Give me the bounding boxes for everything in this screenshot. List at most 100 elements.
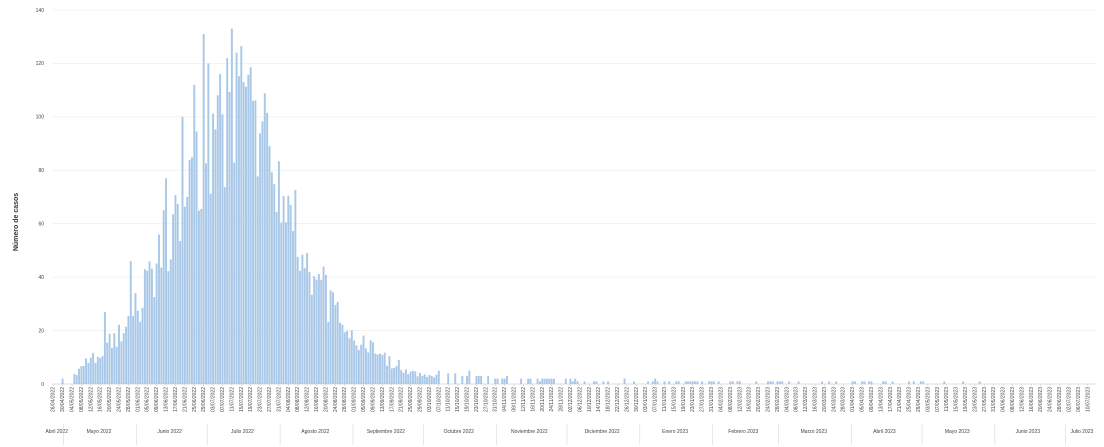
x-tick-label: 22/12/2022: [615, 387, 621, 412]
x-tick-label: 11/07/2022: [229, 387, 235, 412]
x-tick-label: 16/05/2022: [98, 387, 104, 412]
bar: [165, 178, 167, 384]
x-tick-label: 26/04/2022: [51, 387, 57, 412]
bar: [882, 381, 884, 384]
y-tick-label: 80: [38, 168, 44, 174]
x-tick-label: 20/03/2023: [822, 387, 828, 412]
bar: [127, 316, 129, 384]
x-tick-label: 04/08/2022: [286, 387, 292, 412]
bar: [339, 323, 341, 384]
x-tick-label: 05/04/2023: [860, 387, 866, 412]
bar: [377, 355, 379, 384]
x-axis-date-labels: 26/04/2022 30/04/2022 04/05/2022 08/05/2022…: [51, 384, 1092, 412]
bar: [767, 381, 769, 384]
x-tick-label: 19/10/2022: [465, 387, 471, 412]
bar: [468, 371, 470, 384]
x-tick-label: 27/10/2022: [483, 387, 489, 412]
x-tick-label: 13/04/2023: [878, 387, 884, 412]
y-tick-label: 40: [38, 275, 44, 281]
bar: [76, 375, 78, 384]
bar: [104, 312, 106, 384]
x-tick-label: 10/07/2023: [1085, 387, 1091, 412]
y-tick-label: 140: [36, 8, 45, 14]
bar: [316, 280, 318, 384]
bar: [266, 113, 268, 384]
bar: [236, 53, 238, 384]
bar: [913, 381, 915, 384]
month-label: Abril 2022: [45, 429, 68, 435]
bar: [466, 376, 468, 384]
bar: [170, 259, 172, 384]
x-tick-label: 25/09/2022: [408, 387, 414, 412]
bar: [701, 381, 703, 384]
bar: [113, 333, 115, 384]
bar: [219, 74, 221, 384]
bar: [381, 355, 383, 384]
x-tick-label: 04/02/2023: [718, 387, 724, 412]
bar: [278, 161, 280, 384]
bar: [125, 327, 127, 384]
bar: [327, 322, 329, 384]
x-tick-label: 04/11/2022: [502, 387, 508, 412]
x-tick-label: 24/02/2023: [765, 387, 771, 412]
x-tick-label: 25/06/2022: [192, 387, 198, 412]
x-tick-label: 24/08/2022: [333, 387, 339, 412]
bar: [254, 101, 256, 384]
x-tick-label: 08/11/2022: [512, 387, 518, 412]
bar: [353, 340, 355, 384]
x-tick-label: 25/04/2023: [907, 387, 913, 412]
x-tick-label: 31/05/2023: [991, 387, 997, 412]
y-tick-label: 100: [36, 115, 45, 121]
bar: [431, 376, 433, 384]
bar: [943, 381, 945, 384]
bar: [330, 290, 332, 384]
x-tick-label: 16/03/2023: [813, 387, 819, 412]
bar: [62, 379, 64, 384]
bar: [311, 295, 313, 384]
bar: [393, 368, 395, 384]
month-label: Marzo 2023: [801, 429, 828, 435]
y-tick-label: 0: [41, 382, 44, 388]
bar: [821, 381, 823, 384]
bar: [828, 381, 830, 384]
x-tick-label: 28/05/2022: [126, 387, 132, 412]
bar: [962, 381, 964, 384]
bar: [835, 381, 837, 384]
bar: [852, 381, 854, 384]
bar: [80, 366, 82, 384]
bar: [135, 293, 137, 384]
bar: [346, 331, 348, 384]
bar: [151, 269, 153, 384]
x-tick-label: 07/01/2023: [653, 387, 659, 412]
bar: [546, 379, 548, 384]
bar: [280, 223, 282, 384]
bar: [379, 353, 381, 384]
x-tick-label: 18/12/2022: [606, 387, 612, 412]
bar: [341, 325, 343, 384]
x-tick-label: 21/06/2022: [182, 387, 188, 412]
bar: [410, 372, 412, 384]
bar: [553, 379, 555, 384]
bar: [149, 261, 151, 384]
bar: [243, 82, 245, 384]
bar: [123, 333, 125, 384]
bar: [405, 369, 407, 384]
bar: [868, 381, 870, 384]
bar: [189, 160, 191, 384]
bar: [647, 381, 649, 384]
y-tick-label: 60: [38, 222, 44, 228]
bar: [130, 261, 132, 384]
bar: [78, 369, 80, 384]
bar: [250, 67, 252, 384]
bar: [238, 76, 240, 384]
x-tick-label: 15/10/2022: [455, 387, 461, 412]
x-tick-label: 29/04/2023: [916, 387, 922, 412]
bar: [504, 379, 506, 384]
bar: [798, 381, 800, 384]
x-tick-label: 05/09/2022: [361, 387, 367, 412]
bar: [95, 363, 97, 384]
bar: [271, 172, 273, 384]
x-tick-label: 05/06/2022: [145, 387, 151, 412]
bar: [285, 222, 287, 384]
